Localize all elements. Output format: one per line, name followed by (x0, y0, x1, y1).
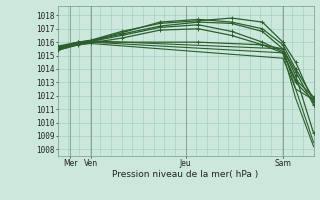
X-axis label: Pression niveau de la mer( hPa ): Pression niveau de la mer( hPa ) (112, 170, 259, 179)
